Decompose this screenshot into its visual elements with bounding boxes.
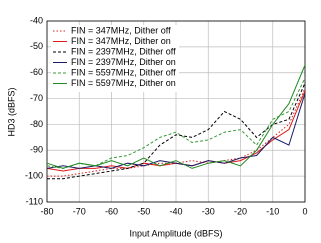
x-tick-label: 0 (302, 206, 307, 216)
series-line (46, 77, 306, 169)
legend-label: FIN = 2397MHz, Dither on (71, 57, 176, 67)
y-tick-label: -80 (30, 119, 43, 129)
x-tick-label: -10 (266, 206, 279, 216)
y-tick-label: -70 (30, 93, 43, 103)
series-line (46, 64, 306, 169)
plot-frame (46, 20, 306, 203)
legend-label: FIN = 347MHz, Dither off (71, 25, 171, 35)
x-tick-label: -40 (169, 206, 182, 216)
x-tick-label: -60 (105, 206, 118, 216)
y-tick-label: -110 (26, 196, 43, 206)
y-tick-label: -50 (30, 41, 43, 51)
legend-label: FIN = 2397MHz, Dither off (71, 46, 176, 56)
x-axis-label: Input Amplitude (dBFS) (129, 228, 222, 238)
x-tick-label: -50 (137, 206, 150, 216)
legend-label: FIN = 5597MHz, Dither on (71, 78, 176, 88)
legend-label: FIN = 5597MHz, Dither off (71, 67, 176, 77)
legend-label: FIN = 347MHz, Dither on (71, 36, 171, 46)
y-tick-label: -90 (30, 145, 43, 155)
x-tick-label: -30 (202, 206, 215, 216)
y-axis-label: HD3 (dBFS) (6, 87, 16, 136)
series-line (47, 82, 306, 180)
series-line (46, 93, 306, 169)
x-tick-label: -80 (40, 206, 53, 216)
y-tick-label: -40 (30, 15, 43, 25)
x-tick-label: -20 (234, 206, 247, 216)
legend-box (51, 25, 179, 92)
x-tick-label: -70 (73, 206, 86, 216)
y-tick-label: -100 (25, 171, 43, 181)
y-tick-label: -60 (30, 67, 43, 77)
